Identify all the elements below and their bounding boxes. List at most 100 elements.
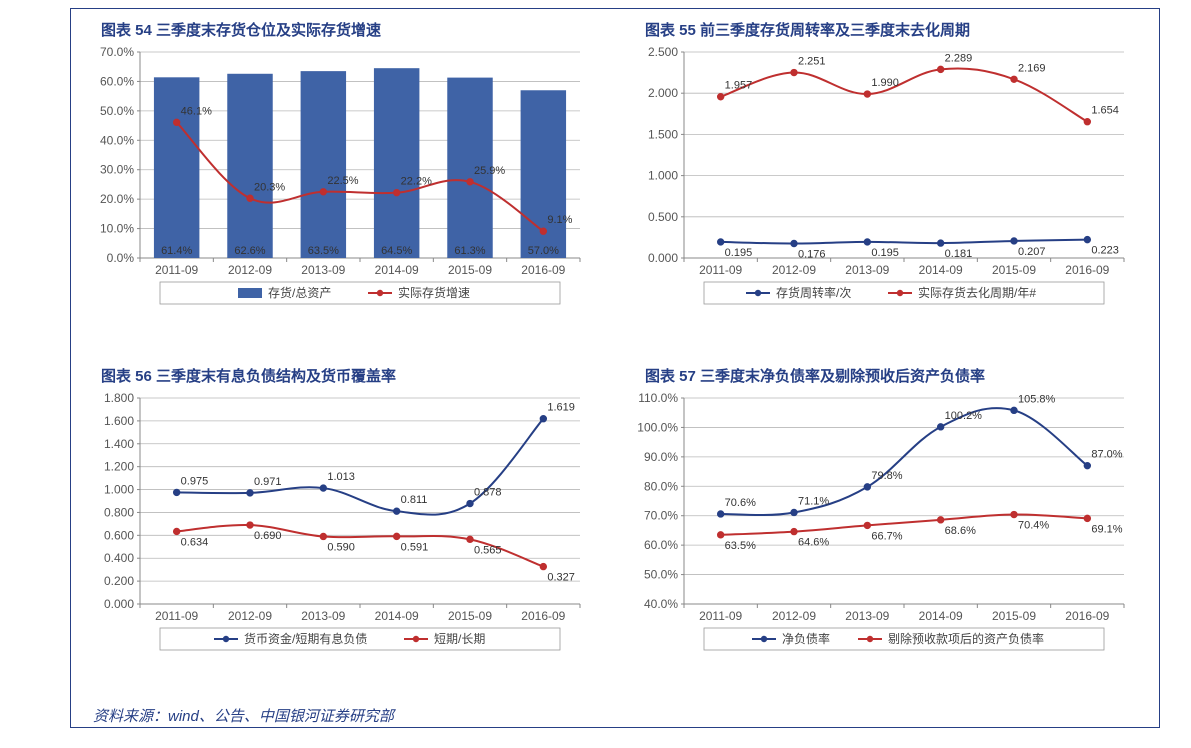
svg-text:存货/总资产: 存货/总资产 [268, 285, 331, 300]
svg-text:0.327: 0.327 [547, 572, 575, 584]
svg-text:货币资金/短期有息负债: 货币资金/短期有息负债 [244, 631, 367, 646]
svg-text:71.1%: 71.1% [798, 495, 829, 507]
svg-text:2016-09: 2016-09 [1065, 609, 1109, 623]
svg-text:50.0%: 50.0% [100, 104, 134, 118]
svg-text:70.6%: 70.6% [725, 497, 756, 509]
svg-text:0.000: 0.000 [648, 251, 678, 265]
panel-57: 图表 57 三季度末净负债率及剔除预收后资产负债率 40.0%50.0%60.0… [615, 355, 1159, 701]
svg-text:1.000: 1.000 [104, 483, 134, 497]
source-note: 资料来源：wind、公告、中国银河证券研究部 [71, 701, 1159, 726]
svg-text:30.0%: 30.0% [100, 163, 134, 177]
svg-text:110.0%: 110.0% [638, 391, 678, 405]
panel-54: 图表 54 三季度末存货仓位及实际存货增速 0.0%10.0%20.0%30.0… [71, 9, 615, 355]
svg-text:9.1%: 9.1% [547, 214, 572, 226]
svg-text:2013-09: 2013-09 [301, 263, 345, 277]
svg-text:20.3%: 20.3% [254, 181, 285, 193]
svg-text:0.181: 0.181 [945, 248, 973, 260]
svg-text:2016-09: 2016-09 [1065, 263, 1109, 277]
chart-55: 0.000 0.500 1.000 1.500 2.000 2.500 2011-09 201… [632, 44, 1142, 314]
svg-text:2011-09: 2011-09 [699, 263, 742, 277]
svg-text:61.4%: 61.4% [161, 245, 192, 257]
svg-text:2015-09: 2015-09 [448, 609, 492, 623]
report-frame: 图表 54 三季度末存货仓位及实际存货增速 0.0%10.0%20.0%30.0… [70, 8, 1160, 728]
svg-text:63.5%: 63.5% [308, 245, 339, 257]
chart-title: 图表 54 三季度末存货仓位及实际存货增速 [79, 13, 607, 42]
svg-text:64.6%: 64.6% [798, 537, 829, 549]
svg-text:25.9%: 25.9% [474, 165, 505, 177]
svg-text:2013-09: 2013-09 [845, 263, 889, 277]
svg-text:22.5%: 22.5% [327, 175, 358, 187]
svg-text:2014-09: 2014-09 [375, 263, 419, 277]
svg-text:46.1%: 46.1% [181, 105, 212, 117]
svg-text:存货周转率/次: 存货周转率/次 [776, 285, 851, 300]
svg-text:66.7%: 66.7% [871, 530, 902, 542]
svg-text:2011-09: 2011-09 [699, 609, 742, 623]
svg-text:0.600: 0.600 [104, 528, 134, 542]
svg-text:22.2%: 22.2% [401, 176, 432, 188]
svg-text:0.971: 0.971 [254, 476, 282, 488]
svg-text:2012-09: 2012-09 [772, 263, 816, 277]
svg-text:0.591: 0.591 [401, 541, 429, 553]
svg-text:剔除预收款项后的资产负债率: 剔除预收款项后的资产负债率 [888, 631, 1044, 646]
svg-text:0.195: 0.195 [871, 247, 899, 259]
svg-text:2015-09: 2015-09 [992, 263, 1036, 277]
svg-text:2.000: 2.000 [648, 86, 678, 100]
svg-text:2.500: 2.500 [648, 45, 678, 59]
svg-text:64.5%: 64.5% [381, 245, 412, 257]
svg-text:69.1%: 69.1% [1091, 523, 1122, 535]
svg-text:实际存货去化周期/年#: 实际存货去化周期/年# [918, 285, 1036, 300]
svg-text:1.000: 1.000 [648, 169, 678, 183]
svg-text:10.0%: 10.0% [100, 222, 134, 236]
chart-title: 图表 55 前三季度存货周转率及三季度末去化周期 [623, 13, 1151, 42]
svg-text:90.0%: 90.0% [644, 450, 678, 464]
svg-text:2012-09: 2012-09 [228, 609, 272, 623]
svg-text:0.878: 0.878 [474, 487, 502, 499]
chart-54: 0.0%10.0%20.0%30.0%40.0%50.0%60.0%70.0%2… [88, 44, 598, 314]
svg-text:2013-09: 2013-09 [301, 609, 345, 623]
svg-text:1.619: 1.619 [547, 402, 575, 414]
svg-text:0.0%: 0.0% [107, 251, 135, 265]
svg-text:1.400: 1.400 [104, 437, 134, 451]
svg-text:2012-09: 2012-09 [228, 263, 272, 277]
svg-text:50.0%: 50.0% [644, 568, 678, 582]
svg-text:1.654: 1.654 [1091, 105, 1119, 117]
svg-text:70.0%: 70.0% [644, 509, 678, 523]
svg-text:1.200: 1.200 [104, 460, 134, 474]
svg-text:2.251: 2.251 [798, 56, 826, 68]
svg-text:100.0%: 100.0% [637, 420, 678, 434]
chart-title: 图表 56 三季度末有息负债结构及货币覆盖率 [79, 359, 607, 388]
svg-text:0.200: 0.200 [104, 574, 134, 588]
svg-text:87.0%: 87.0% [1091, 449, 1122, 461]
svg-text:2015-09: 2015-09 [992, 609, 1036, 623]
panel-55: 图表 55 前三季度存货周转率及三季度末去化周期 0.000 0.500 1.000… [615, 9, 1159, 355]
svg-text:2013-09: 2013-09 [845, 609, 889, 623]
svg-text:0.000: 0.000 [104, 597, 134, 611]
svg-text:60.0%: 60.0% [644, 538, 678, 552]
svg-text:57.0%: 57.0% [528, 245, 559, 257]
svg-text:2016-09: 2016-09 [521, 263, 565, 277]
svg-text:2011-09: 2011-09 [155, 609, 198, 623]
svg-text:0.811: 0.811 [401, 494, 428, 506]
svg-text:0.500: 0.500 [648, 210, 678, 224]
svg-text:短期/长期: 短期/长期 [434, 632, 485, 646]
svg-text:60.0%: 60.0% [100, 74, 134, 88]
svg-text:实际存货增速: 实际存货增速 [398, 285, 470, 300]
svg-text:80.0%: 80.0% [644, 479, 678, 493]
svg-text:70.0%: 70.0% [100, 45, 134, 59]
chart-title: 图表 57 三季度末净负债率及剔除预收后资产负债率 [623, 359, 1151, 388]
svg-text:净负债率: 净负债率 [782, 631, 830, 646]
svg-text:2.169: 2.169 [1018, 62, 1046, 74]
svg-text:2.289: 2.289 [945, 52, 973, 64]
svg-text:105.8%: 105.8% [1018, 393, 1056, 405]
svg-text:1.500: 1.500 [648, 127, 678, 141]
svg-text:2014-09: 2014-09 [919, 609, 963, 623]
svg-text:2014-09: 2014-09 [375, 609, 419, 623]
svg-text:0.223: 0.223 [1091, 245, 1119, 257]
chart-57: 40.0%50.0%60.0%70.0%80.0%90.0%100.0%110.… [632, 390, 1142, 660]
svg-text:0.176: 0.176 [798, 248, 826, 260]
svg-text:2012-09: 2012-09 [772, 609, 816, 623]
svg-text:1.990: 1.990 [871, 77, 899, 89]
svg-text:0.590: 0.590 [327, 541, 355, 553]
svg-text:2015-09: 2015-09 [448, 263, 492, 277]
svg-text:1.600: 1.600 [104, 414, 134, 428]
